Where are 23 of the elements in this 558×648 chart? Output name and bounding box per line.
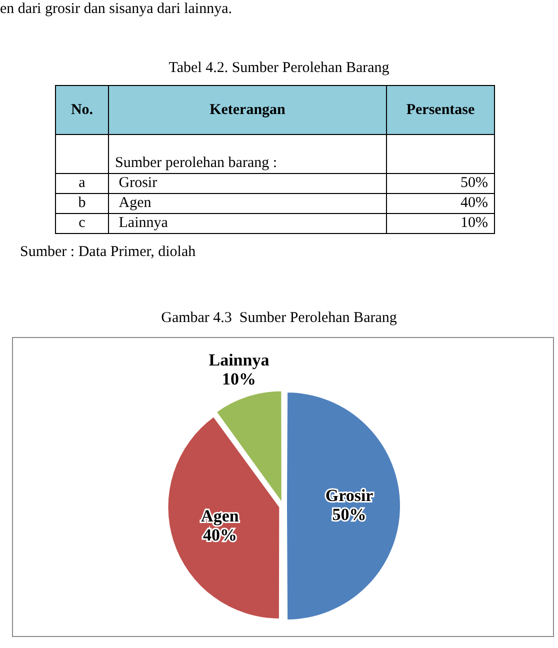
text: Keterangan	[108, 86, 386, 134]
slice-label: Grosir	[325, 486, 374, 505]
text: b	[56, 194, 108, 214]
text: en dari grosir dan sisanya dari lainnya.	[0, 1, 232, 18]
text: Sumber : Data Primer, diolah	[20, 244, 196, 261]
text: Persentase	[386, 86, 494, 134]
chart-title: Gambar 4.3 Sumber Perolehan Barang	[160, 310, 398, 327]
data-label: 40%	[202, 525, 237, 544]
text: Tabel 4.2. Sumber Perolehan Barang	[168, 60, 390, 77]
category-label: Grosir	[118, 175, 158, 191]
text: No.	[56, 86, 108, 134]
data-label: 10%	[222, 369, 256, 388]
text: c	[56, 214, 108, 234]
slice-label: Agen	[201, 506, 240, 526]
text: a	[56, 174, 108, 194]
category-label: Agen	[118, 195, 152, 211]
text: 40%	[460, 195, 488, 211]
slice-label: Lainnya	[208, 350, 270, 370]
text: Sumber perolehan barang :	[108, 134, 386, 174]
text: 50%	[460, 175, 488, 191]
text: 10%	[460, 215, 488, 231]
category-label: Lainnya	[118, 215, 168, 231]
data-label: 50%	[332, 504, 366, 524]
